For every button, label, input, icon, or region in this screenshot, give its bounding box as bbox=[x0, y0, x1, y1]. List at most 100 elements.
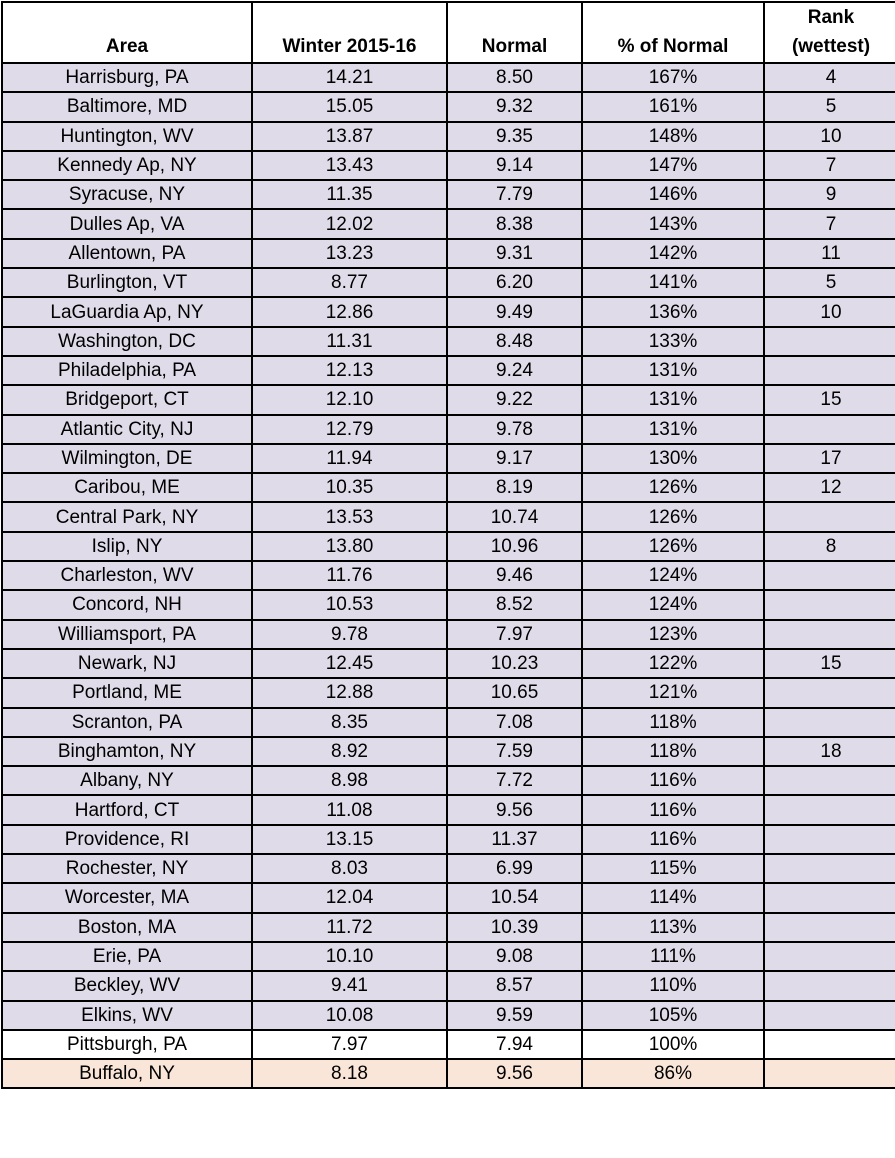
cell-pct-normal: 148% bbox=[581, 120, 765, 152]
cell-rank bbox=[763, 794, 895, 826]
cell-rank: 8 bbox=[763, 530, 895, 563]
table-body: Harrisburg, PA 14.21 8.50 167% 4 Baltimore, M… bbox=[1, 61, 895, 1090]
cell-winter: 8.18 bbox=[251, 1058, 448, 1090]
cell-pct-normal: 105% bbox=[581, 999, 765, 1031]
cell-rank: 10 bbox=[763, 296, 895, 328]
cell-normal: 9.32 bbox=[446, 91, 583, 123]
cell-pct-normal: 161% bbox=[581, 91, 765, 123]
cell-rank: 11 bbox=[763, 237, 895, 270]
table-row: Baltimore, MD 15.05 9.32 161% 5 bbox=[1, 91, 895, 123]
cell-normal: 9.56 bbox=[446, 794, 583, 826]
table-row: Elkins, WV 10.08 9.59 105% bbox=[1, 999, 895, 1031]
cell-winter: 11.72 bbox=[251, 911, 448, 943]
cell-rank bbox=[763, 618, 895, 650]
cell-area: Beckley, WV bbox=[1, 970, 253, 1002]
cell-area: Williamsport, PA bbox=[1, 618, 253, 650]
table-row: Allentown, PA 13.23 9.31 142% 11 bbox=[1, 237, 895, 270]
cell-area: Albany, NY bbox=[1, 765, 253, 797]
table-row: Newark, NJ 12.45 10.23 122% 15 bbox=[1, 647, 895, 680]
cell-rank bbox=[763, 882, 895, 914]
cell-normal: 6.20 bbox=[446, 267, 583, 299]
table-row: Charleston, WV 11.76 9.46 124% bbox=[1, 560, 895, 592]
cell-normal: 7.79 bbox=[446, 179, 583, 211]
table-row: Worcester, MA 12.04 10.54 114% bbox=[1, 882, 895, 914]
cell-pct-normal: 122% bbox=[581, 647, 765, 680]
cell-winter: 8.77 bbox=[251, 267, 448, 299]
cell-area: Bridgeport, CT bbox=[1, 384, 253, 416]
cell-area: Portland, ME bbox=[1, 677, 253, 709]
cell-normal: 9.14 bbox=[446, 149, 583, 182]
cell-rank: 5 bbox=[763, 267, 895, 299]
cell-rank bbox=[763, 911, 895, 943]
cell-pct-normal: 136% bbox=[581, 296, 765, 328]
cell-normal: 7.97 bbox=[446, 618, 583, 650]
cell-normal: 8.38 bbox=[446, 208, 583, 240]
cell-pct-normal: 147% bbox=[581, 149, 765, 182]
table-row: Caribou, ME 10.35 8.19 126% 12 bbox=[1, 472, 895, 504]
cell-rank bbox=[763, 765, 895, 797]
cell-winter: 12.13 bbox=[251, 354, 448, 387]
cell-winter: 14.21 bbox=[251, 61, 448, 94]
cell-area: Baltimore, MD bbox=[1, 91, 253, 123]
cell-rank: 15 bbox=[763, 647, 895, 680]
table-row: Central Park, NY 13.53 10.74 126% bbox=[1, 501, 895, 533]
cell-pct-normal: 126% bbox=[581, 501, 765, 533]
cell-rank: 15 bbox=[763, 384, 895, 416]
cell-rank bbox=[763, 823, 895, 856]
cell-winter: 13.43 bbox=[251, 149, 448, 182]
cell-rank bbox=[763, 501, 895, 533]
header-pct-normal: % of Normal bbox=[581, 1, 765, 64]
cell-winter: 9.41 bbox=[251, 970, 448, 1002]
table-row: Boston, MA 11.72 10.39 113% bbox=[1, 911, 895, 943]
table-row: Buffalo, NY 8.18 9.56 86% bbox=[1, 1058, 895, 1090]
cell-winter: 8.98 bbox=[251, 765, 448, 797]
cell-winter: 13.23 bbox=[251, 237, 448, 270]
cell-area: Harrisburg, PA bbox=[1, 61, 253, 94]
header-area: Area bbox=[1, 1, 253, 64]
cell-area: Allentown, PA bbox=[1, 237, 253, 270]
table-row: Albany, NY 8.98 7.72 116% bbox=[1, 765, 895, 797]
cell-area: Central Park, NY bbox=[1, 501, 253, 533]
cell-area: Hartford, CT bbox=[1, 794, 253, 826]
cell-rank: 17 bbox=[763, 442, 895, 475]
cell-normal: 8.48 bbox=[446, 325, 583, 357]
cell-normal: 10.54 bbox=[446, 882, 583, 914]
table-row: Scranton, PA 8.35 7.08 118% bbox=[1, 706, 895, 738]
cell-rank: 7 bbox=[763, 149, 895, 182]
precipitation-table: Area Winter 2015-16 Normal % of Normal R… bbox=[1, 1, 895, 1090]
cell-pct-normal: 110% bbox=[581, 970, 765, 1002]
cell-winter: 9.78 bbox=[251, 618, 448, 650]
header-rank-line2: (wettest) bbox=[791, 36, 871, 57]
cell-winter: 11.31 bbox=[251, 325, 448, 357]
cell-pct-normal: 126% bbox=[581, 472, 765, 504]
cell-rank bbox=[763, 560, 895, 592]
cell-pct-normal: 118% bbox=[581, 706, 765, 738]
cell-pct-normal: 123% bbox=[581, 618, 765, 650]
cell-area: Dulles Ap, VA bbox=[1, 208, 253, 240]
cell-normal: 8.19 bbox=[446, 472, 583, 504]
cell-pct-normal: 131% bbox=[581, 354, 765, 387]
cell-area: Kennedy Ap, NY bbox=[1, 149, 253, 182]
cell-rank bbox=[763, 706, 895, 738]
cell-normal: 8.50 bbox=[446, 61, 583, 94]
cell-normal: 9.22 bbox=[446, 384, 583, 416]
table-row: Bridgeport, CT 12.10 9.22 131% 15 bbox=[1, 384, 895, 416]
cell-pct-normal: 118% bbox=[581, 735, 765, 768]
cell-winter: 11.08 bbox=[251, 794, 448, 826]
cell-area: Newark, NJ bbox=[1, 647, 253, 680]
cell-normal: 9.08 bbox=[446, 940, 583, 973]
cell-rank bbox=[763, 970, 895, 1002]
cell-rank bbox=[763, 589, 895, 621]
table-row: Rochester, NY 8.03 6.99 115% bbox=[1, 853, 895, 885]
cell-pct-normal: 116% bbox=[581, 794, 765, 826]
table-row: Syracuse, NY 11.35 7.79 146% 9 bbox=[1, 179, 895, 211]
table-row: Providence, RI 13.15 11.37 116% bbox=[1, 823, 895, 856]
cell-pct-normal: 141% bbox=[581, 267, 765, 299]
cell-winter: 8.03 bbox=[251, 853, 448, 885]
cell-winter: 10.35 bbox=[251, 472, 448, 504]
cell-normal: 9.56 bbox=[446, 1058, 583, 1090]
cell-normal: 9.78 bbox=[446, 413, 583, 445]
cell-normal: 7.72 bbox=[446, 765, 583, 797]
cell-normal: 10.23 bbox=[446, 647, 583, 680]
cell-normal: 8.52 bbox=[446, 589, 583, 621]
